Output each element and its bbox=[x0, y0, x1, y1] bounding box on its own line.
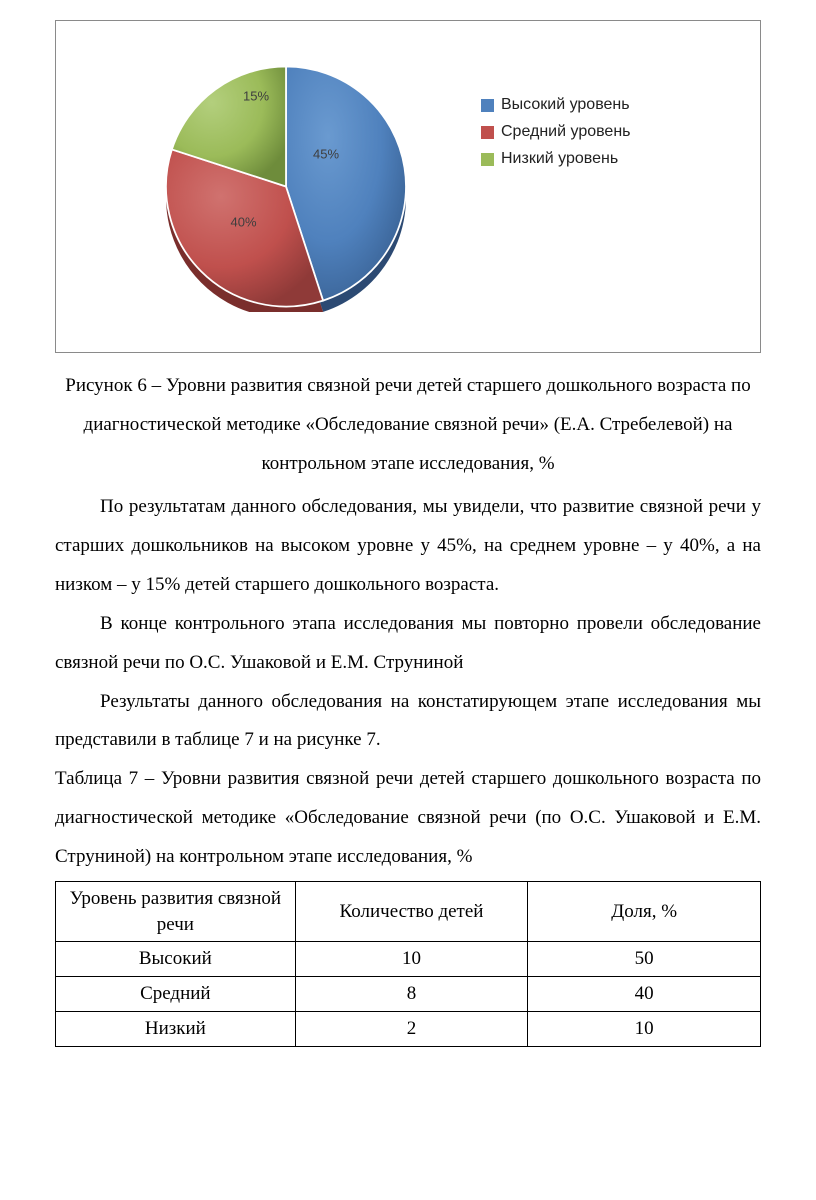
slice-label-low: 15% bbox=[243, 89, 269, 104]
slice-label-mid: 40% bbox=[230, 214, 256, 229]
table-row: Высокий 10 50 bbox=[56, 942, 761, 977]
table-header-row: Уровень развития связной речи Количество… bbox=[56, 882, 761, 942]
pie-svg bbox=[161, 61, 411, 312]
col-header: Уровень развития связной речи bbox=[56, 882, 296, 942]
legend-item-mid: Средний уровень bbox=[481, 123, 631, 141]
paragraph-3: Результаты данного обследования на конст… bbox=[55, 683, 761, 761]
cell: Низкий bbox=[56, 1012, 296, 1047]
swatch-high-icon bbox=[481, 99, 494, 112]
col-header: Количество детей bbox=[295, 882, 528, 942]
cell: 10 bbox=[295, 942, 528, 977]
cell: 10 bbox=[528, 1012, 761, 1047]
paragraph-1: По результатам данного обследования, мы … bbox=[55, 488, 761, 605]
cell: 50 bbox=[528, 942, 761, 977]
data-table: Уровень развития связной речи Количество… bbox=[55, 881, 761, 1047]
table-row: Средний 8 40 bbox=[56, 977, 761, 1012]
legend-label: Высокий уровень bbox=[501, 96, 630, 114]
slice-label-high: 45% bbox=[313, 146, 339, 161]
swatch-low-icon bbox=[481, 153, 494, 166]
swatch-mid-icon bbox=[481, 126, 494, 139]
chart-container: 45% 40% 15% Высокий уровень Средний уров… bbox=[55, 20, 761, 353]
col-header: Доля, % bbox=[528, 882, 761, 942]
figure-caption: Рисунок 6 – Уровни развития связной речи… bbox=[55, 367, 761, 484]
pie-chart: 45% 40% 15% bbox=[161, 61, 411, 312]
table-row: Низкий 2 10 bbox=[56, 1012, 761, 1047]
cell: Высокий bbox=[56, 942, 296, 977]
legend: Высокий уровень Средний уровень Низкий у… bbox=[481, 96, 631, 177]
legend-item-high: Высокий уровень bbox=[481, 96, 631, 114]
table-caption: Таблица 7 – Уровни развития связной речи… bbox=[55, 760, 761, 877]
cell: 40 bbox=[528, 977, 761, 1012]
legend-item-low: Низкий уровень bbox=[481, 150, 631, 168]
legend-label: Средний уровень bbox=[501, 123, 631, 141]
legend-label: Низкий уровень bbox=[501, 150, 618, 168]
paragraph-2: В конце контрольного этапа исследования … bbox=[55, 605, 761, 683]
cell: Средний bbox=[56, 977, 296, 1012]
cell: 2 bbox=[295, 1012, 528, 1047]
cell: 8 bbox=[295, 977, 528, 1012]
